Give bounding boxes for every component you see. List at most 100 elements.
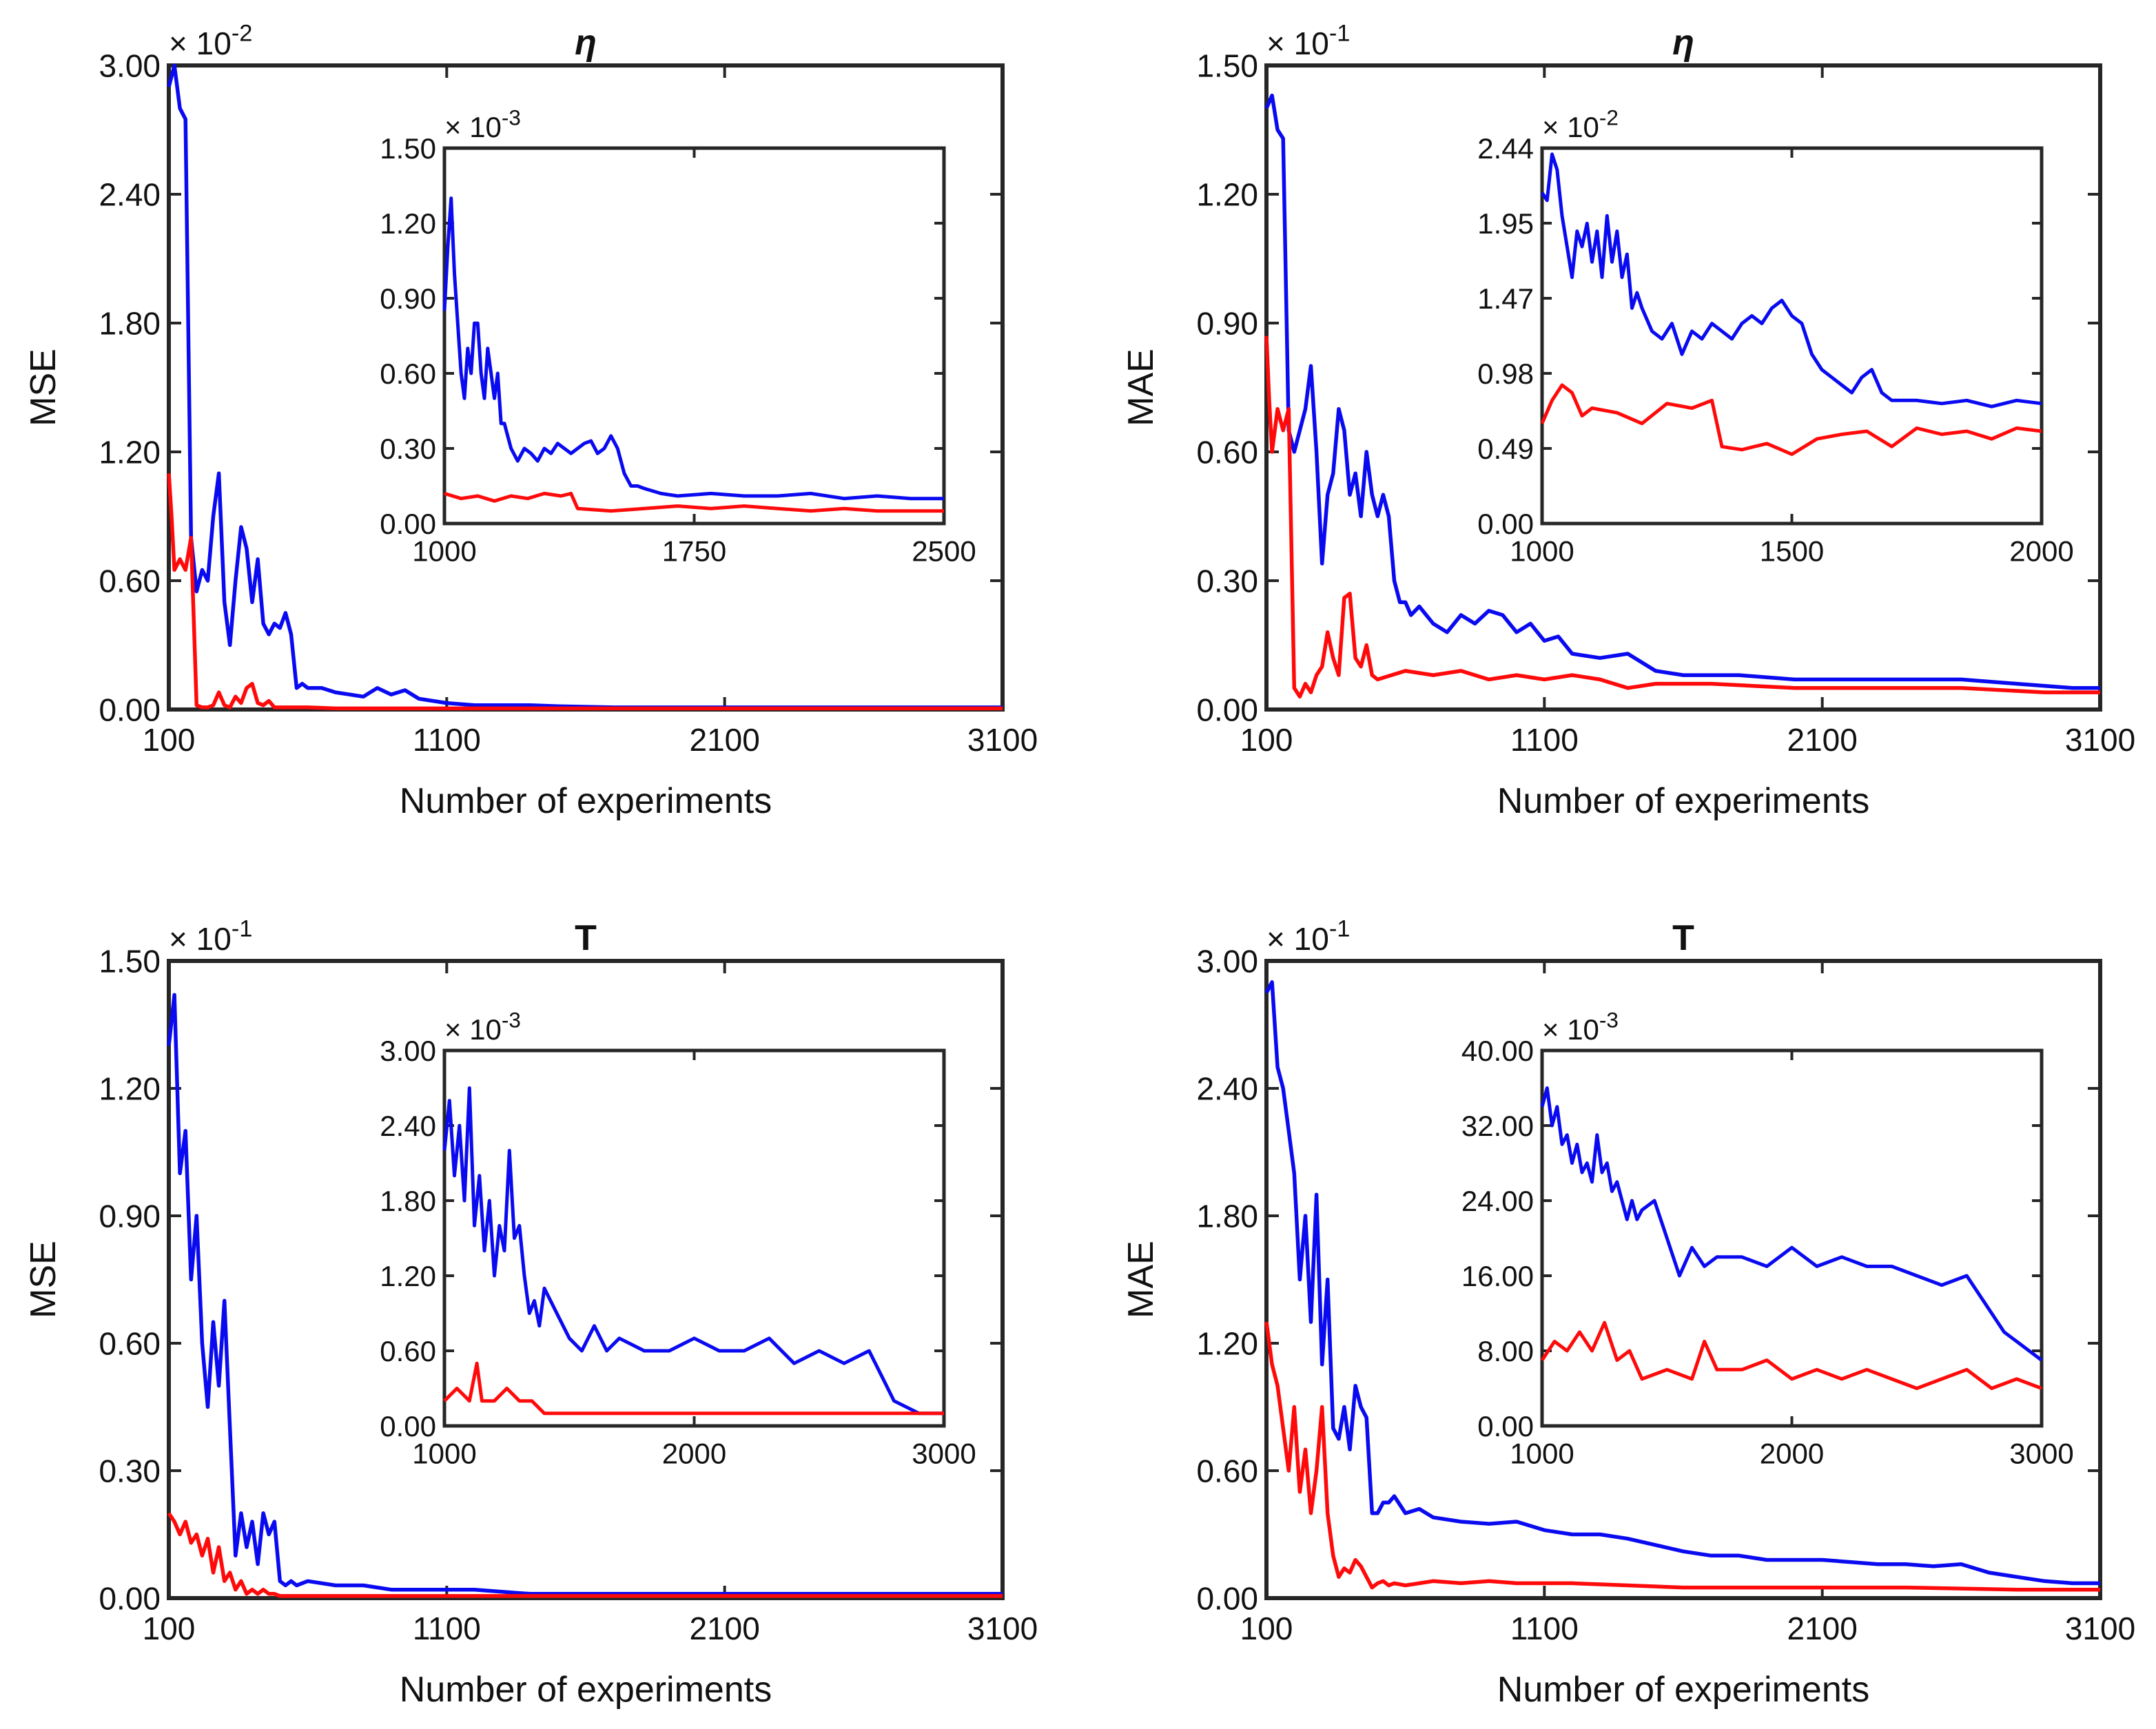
panel-3: 0.00 0.30 0.60 0.90 1.20 1.50 100 1100 2100 3100 ×… — [23, 916, 1038, 1710]
panel-1-ytick-label: 3.00 — [99, 48, 161, 84]
panel-2-ylabel: MAE — [1121, 349, 1161, 426]
panel-4-xlabel: Number of experiments — [1497, 1670, 1869, 1710]
panel-2-inset-ytick-label: 0.98 — [1477, 358, 1534, 390]
panel-1-inset-exponent-power: -3 — [502, 105, 521, 130]
panel-1-inset-ytick-label: 1.50 — [380, 132, 436, 165]
panel-3-inset-ytick-label: 1.80 — [380, 1185, 436, 1217]
panel-3-series-blue — [167, 993, 1003, 1596]
panel-3-ylabel: MSE — [23, 1241, 63, 1318]
panel-1-inset-frame — [442, 146, 946, 526]
panel-2-ytick-label: 0.60 — [1196, 435, 1258, 470]
panel-3-ytick-label: 1.50 — [99, 944, 161, 980]
panel-4-ylabel: MAE — [1121, 1241, 1161, 1318]
panel-3-inset-ytick-label: 0.00 — [380, 1410, 436, 1442]
panel-4-exponent: × 10-1 — [1266, 916, 1351, 957]
panel-4-ytick-label: 0.60 — [1196, 1453, 1258, 1489]
panel-4-series-red — [1264, 1321, 2100, 1592]
panel-1-inset-ytick-label: 0.00 — [380, 508, 436, 540]
panel-2-title: η — [1672, 23, 1694, 63]
panel-2-inset-ytick-label: 0.00 — [1477, 508, 1534, 540]
panel-2-inset-xtick-label: 1000 — [1510, 535, 1574, 568]
panel-2-inset-ytick-label: 0.49 — [1477, 433, 1534, 465]
panel-4-ytick-label: 2.40 — [1196, 1071, 1258, 1107]
panel-3-ytick-label: 0.30 — [99, 1453, 161, 1489]
panel-4-xtick-label: 3100 — [2065, 1611, 2135, 1646]
panel-2-frame — [1264, 63, 2102, 712]
panel-1-series-red — [167, 473, 1003, 711]
panel-1: 0.00 0.60 1.20 1.80 2.40 3.00 100 1100 2100 3100 ×… — [23, 21, 1038, 821]
panel-3-xtick-label: 1100 — [413, 1611, 481, 1646]
panel-3-inset-ytick-label: 0.60 — [380, 1335, 436, 1367]
panel-2-inset: 0.00 0.49 0.98 1.47 1.95 2.44 1000 1500 2000 × 10… — [1477, 105, 2073, 567]
panel-1-xtick-label: 100 — [143, 722, 196, 758]
panel-2-inset-series-red — [1540, 383, 2042, 456]
panel-2-inset-ytick-label: 1.47 — [1477, 282, 1534, 315]
panel-2-inset-exponent: × 10-2 — [1542, 105, 1619, 143]
panel-2-exponent-power: -1 — [1329, 21, 1351, 47]
panel-1-ytick-label: 0.60 — [99, 563, 161, 599]
panel-4-ytick-label: 1.20 — [1196, 1326, 1258, 1362]
panel-3-inset-ytick-label: 3.00 — [380, 1035, 436, 1067]
panel-4-inset-series-blue — [1540, 1086, 2043, 1362]
panel-2-ytick-label: 0.90 — [1196, 306, 1258, 342]
panel-3-ytick-label: 1.20 — [99, 1071, 161, 1107]
panel-3-inset: 0.00 0.60 1.20 1.80 2.40 3.00 1000 2000 3000 × 10… — [380, 1007, 976, 1469]
panel-1-ytick-label: 2.40 — [99, 177, 161, 213]
panel-2: 0.00 0.30 0.60 0.90 1.20 1.50 100 1100 2100 3100 ×… — [1121, 21, 2135, 821]
panel-1-title: η — [575, 23, 597, 63]
panel-3-exponent: × 10-1 — [169, 916, 253, 957]
panel-2-inset-ytick-label: 2.44 — [1477, 132, 1534, 165]
panel-3-ytick-label: 0.60 — [99, 1326, 161, 1362]
panel-1-inset-xtick-label: 1750 — [662, 535, 726, 568]
panel-2-xlabel: Number of experiments — [1497, 781, 1869, 821]
panel-2-series-red — [1264, 335, 2100, 699]
panel-3-inset-xtick-label: 2000 — [662, 1438, 726, 1470]
panel-4-inset: 0.00 8.00 16.00 24.00 32.00 40.00 1000 2000 3000… — [1461, 1007, 2074, 1469]
panel-3-xlabel: Number of experiments — [400, 1670, 772, 1710]
panel-3-frame — [167, 959, 1005, 1600]
panel-4-title: T — [1672, 918, 1694, 958]
panel-1-inset-ytick-label: 0.90 — [380, 282, 436, 315]
panel-4-ytick-label: 0.00 — [1196, 1581, 1258, 1617]
panel-4-inset-ytick-label: 16.00 — [1461, 1260, 1534, 1292]
panel-1-inset-series-blue — [442, 196, 944, 501]
panel-4-inset-frame — [1540, 1048, 2044, 1428]
panel-4-inset-ytick-label: 0.00 — [1477, 1410, 1534, 1442]
panel-4-inset-exponent-power: -3 — [1599, 1007, 1619, 1032]
panel-1-xtick-label: 3100 — [967, 722, 1038, 758]
panel-4-inset-ytick-label: 40.00 — [1461, 1035, 1534, 1067]
panel-3-title: T — [575, 918, 597, 958]
panel-1-inset-ytick-label: 0.30 — [380, 433, 436, 465]
panel-2-inset-exponent-power: -2 — [1599, 105, 1619, 130]
panel-4-inset-ytick-label: 24.00 — [1461, 1185, 1534, 1217]
panel-3-inset-ytick-label: 2.40 — [380, 1110, 436, 1142]
panel-1-inset-xtick-label: 2500 — [912, 535, 976, 568]
panel-4-xtick-label: 1100 — [1510, 1611, 1579, 1646]
panel-4-inset-ytick-label: 32.00 — [1461, 1110, 1534, 1142]
panel-2-xtick-label: 2100 — [1787, 722, 1857, 758]
panel-2-exponent: × 10-1 — [1266, 21, 1351, 61]
panel-3-inset-exponent-power: -3 — [502, 1007, 521, 1032]
panel-1-ytick-label: 1.80 — [99, 306, 161, 342]
panel-1-exponent: × 10-2 — [169, 21, 253, 61]
panel-1-inset-ytick-label: 0.60 — [380, 358, 436, 390]
panel-4: 0.00 0.60 1.20 1.80 2.40 3.00 100 1100 2100 3100 ×… — [1121, 916, 2135, 1710]
panel-2-inset-frame — [1540, 146, 2044, 526]
panel-1-ytick-label: 1.20 — [99, 435, 161, 470]
panel-4-ytick-label: 1.80 — [1196, 1199, 1258, 1234]
panel-4-inset-series-red — [1540, 1321, 2042, 1390]
panel-3-inset-ytick-label: 1.20 — [380, 1260, 436, 1292]
panel-2-inset-ytick-label: 1.95 — [1477, 207, 1534, 240]
panel-3-xtick-label: 100 — [143, 1611, 196, 1646]
panel-3-inset-exponent: × 10-3 — [444, 1007, 521, 1046]
panel-2-inset-xtick-label: 2000 — [2009, 535, 2073, 568]
panel-1-ylabel: MSE — [23, 349, 63, 426]
panel-2-ytick-label: 1.20 — [1196, 177, 1258, 213]
panel-4-frame — [1264, 959, 2102, 1600]
panel-2-ytick-label: 0.00 — [1196, 692, 1258, 728]
panel-1-inset-exponent: × 10-3 — [444, 105, 521, 143]
panel-2-xtick-label: 3100 — [2065, 722, 2135, 758]
panel-1-inset: 0.00 0.30 0.60 0.90 1.20 1.50 1000 1750 2500 × 10… — [380, 105, 976, 567]
panel-3-inset-xtick-label: 3000 — [912, 1438, 976, 1470]
panel-1-inset-series-red — [444, 491, 944, 513]
